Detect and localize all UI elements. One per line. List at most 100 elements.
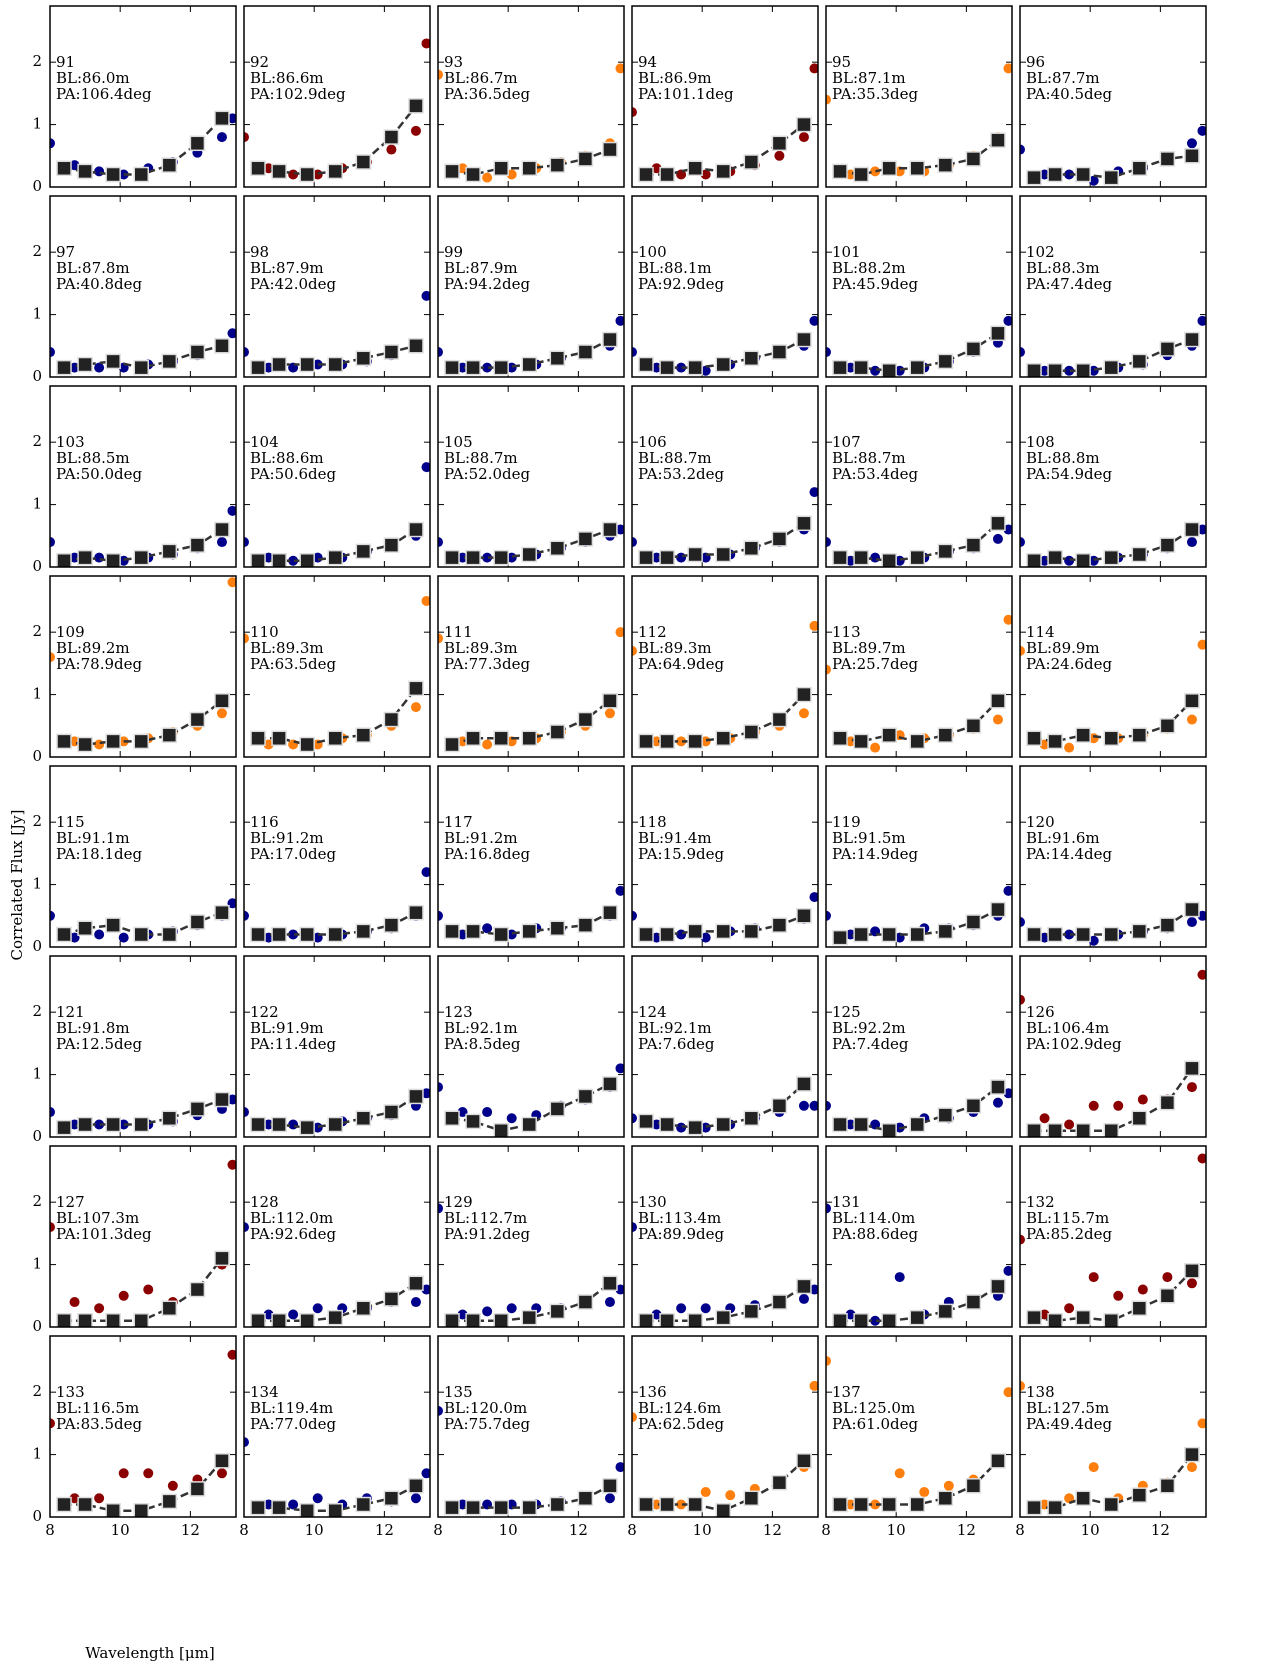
model-point <box>602 693 618 709</box>
data-point <box>604 1493 615 1504</box>
panel-annotation: 136 <box>638 1383 667 1401</box>
panel-annotation: 103 <box>56 433 85 451</box>
data-point <box>1197 969 1206 980</box>
data-point <box>69 1493 80 1504</box>
model-point <box>214 1250 230 1267</box>
data-point <box>1162 1272 1173 1283</box>
model-point <box>1159 151 1176 167</box>
model-point <box>521 730 537 747</box>
panel-annotation: PA:45.9deg <box>832 275 918 293</box>
model-point <box>602 1076 618 1092</box>
model-point <box>327 730 343 747</box>
model-point <box>1103 169 1119 186</box>
x-tick-label: 8 <box>45 1521 55 1539</box>
model-point <box>659 359 675 376</box>
model-point <box>327 1503 343 1517</box>
model-point <box>1075 1123 1091 1137</box>
model-point <box>408 98 424 114</box>
model-point <box>214 521 230 538</box>
panel-frame <box>49 195 237 378</box>
model-point <box>909 926 925 943</box>
model-point <box>271 553 287 567</box>
data-point <box>482 1107 493 1118</box>
panel-frame <box>1019 765 1207 948</box>
panel-annotation: PA:53.4deg <box>832 465 918 483</box>
model-point <box>1075 1309 1091 1326</box>
model-point <box>77 1116 93 1133</box>
panel-annotation: PA:101.1deg <box>638 85 734 103</box>
panel-annotation: 123 <box>444 1003 473 1021</box>
panel-frame <box>49 955 237 1138</box>
data-point <box>992 533 1003 544</box>
data-point <box>632 1113 637 1124</box>
panel-annotation: 126 <box>1026 1003 1055 1021</box>
panel-annotation: 106 <box>638 433 667 451</box>
y-tick-label: 0 <box>32 1127 42 1145</box>
model-point <box>493 1313 509 1327</box>
data-point <box>244 633 249 644</box>
y-tick-label: 2 <box>32 622 42 640</box>
model-point <box>577 711 594 728</box>
model-point <box>1159 1478 1176 1494</box>
data-point <box>870 166 881 177</box>
model-point <box>715 730 731 747</box>
model-point <box>715 546 731 563</box>
data-point <box>676 1499 687 1510</box>
panel-annotation: PA:52.0deg <box>444 465 530 483</box>
panel-annotation: PA:61.0deg <box>832 1415 918 1433</box>
panel-frame <box>631 1335 819 1518</box>
model-point <box>1075 1490 1091 1507</box>
data-point <box>438 1082 443 1093</box>
panel-frame <box>1019 1145 1207 1328</box>
data-point <box>1039 1309 1050 1320</box>
model-point <box>444 923 460 940</box>
model-point <box>937 1107 954 1123</box>
model-point <box>602 1275 618 1292</box>
panel-annotation: 99 <box>444 243 463 261</box>
model-point <box>161 353 178 370</box>
panel-annotation: PA:14.4deg <box>1026 845 1112 863</box>
data-point <box>826 1355 831 1366</box>
x-tick-label: 8 <box>821 1521 831 1539</box>
model-point <box>408 338 424 354</box>
panel-frame <box>1019 955 1207 1138</box>
model-point <box>444 359 460 376</box>
data-point <box>604 708 615 719</box>
model-point <box>796 1278 812 1295</box>
data-point <box>438 910 443 921</box>
data-point <box>438 1405 443 1416</box>
data-point <box>421 462 430 473</box>
model-point <box>715 356 731 373</box>
data-point <box>216 708 227 719</box>
panel-annotation: 96 <box>1026 53 1045 71</box>
data-point <box>312 359 323 370</box>
panel-annotation: BL:119.4m <box>250 1399 333 1417</box>
data-point <box>700 932 711 943</box>
model-point <box>1047 363 1063 377</box>
data-point <box>798 1293 809 1304</box>
data-point <box>632 910 637 921</box>
data-point <box>482 923 493 934</box>
panel-annotation: 112 <box>638 623 667 641</box>
model-point <box>549 1496 566 1513</box>
data-point <box>1020 144 1025 155</box>
model-point <box>687 1496 703 1513</box>
model-point <box>1159 718 1176 734</box>
panel-annotation: PA:17.0deg <box>250 845 336 863</box>
panel-annotation: PA:92.6deg <box>250 1225 336 1243</box>
y-tick-label: 0 <box>32 937 42 955</box>
model-point <box>465 1113 481 1130</box>
panel-annotation: BL:91.1m <box>56 829 130 847</box>
panel-annotation: 95 <box>832 53 851 71</box>
model-point <box>355 1300 372 1317</box>
model-point <box>133 733 149 750</box>
model-point <box>465 923 481 940</box>
panel-annotation: BL:88.3m <box>1026 259 1100 277</box>
data-point <box>244 347 249 358</box>
panel-annotation: PA:7.4deg <box>832 1035 909 1053</box>
data-point <box>50 910 55 921</box>
data-point <box>244 1222 249 1233</box>
model-point <box>602 331 618 348</box>
panel-frame <box>631 1145 819 1328</box>
y-tick-label: 0 <box>32 177 42 195</box>
